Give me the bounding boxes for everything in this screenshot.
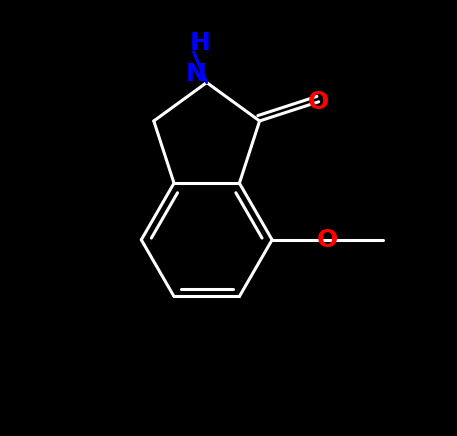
Text: O: O [317, 228, 338, 252]
Text: O: O [308, 90, 329, 114]
Text: H: H [190, 31, 211, 55]
Text: N: N [186, 62, 206, 86]
